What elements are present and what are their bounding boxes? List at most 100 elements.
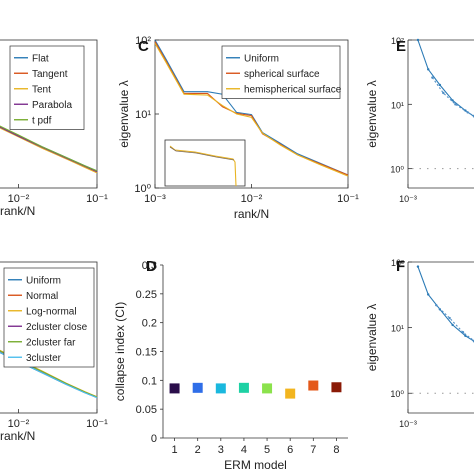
panel-d-xlabel: ERM model (224, 458, 287, 472)
panel-f-ytick-label-2: 10¹ (391, 324, 404, 334)
panel-b-xtick-label-1: 10⁻² (8, 418, 30, 430)
panel-c-series-3 (154, 43, 349, 177)
panel-d-ylabel: collapse index (CI) (113, 302, 127, 401)
panel-d-point-7 (308, 380, 319, 391)
panel-b-chart: 10⁻² 10⁻¹ rank/N Uniform Normal Log-normal 2cl… (0, 261, 108, 443)
panel-c-series-1 (154, 39, 349, 176)
panel-b-xtick-label-2: 10⁻¹ (86, 418, 108, 430)
panel-e-series-1-marker-4 (451, 99, 454, 102)
panel-b-legend-label-4: 2cluster close (26, 322, 88, 333)
panel-c-ytick-label-2: 10¹ (135, 109, 151, 121)
panel-e-series-1-marker-3 (438, 83, 442, 87)
panel-d-xtick-label-3: 3 (218, 444, 224, 456)
panel-d-point-1 (169, 383, 180, 394)
panel-letter-f: F (396, 258, 405, 275)
panel-e-chart: 10⁰ 10¹ 10² 10⁻³ eigenvalue λ (365, 36, 474, 204)
panel-a-legend-box (9, 45, 85, 130)
panel-c-xtick-label-2: 10⁻² (241, 193, 263, 205)
panel-c-xtick-label-1: 10⁻³ (144, 193, 166, 205)
panel-f-chart: 10⁰ 10¹ 10² 10⁻³ eigenvalue λ (365, 258, 474, 429)
panel-d-ytick-label-4: 0.15 (136, 347, 157, 359)
panel-d-point-4 (238, 382, 249, 393)
panel-b-legend-label-1: Uniform (26, 275, 61, 286)
panel-letter-d: D (146, 258, 157, 275)
panel-e-series-2-marker-4 (466, 111, 469, 114)
panel-f-series-1 (417, 266, 474, 342)
panel-f-series-2-marker-2 (448, 316, 451, 320)
panel-d-point-5 (262, 383, 273, 394)
panel-d-point-2 (192, 382, 203, 393)
panel-a-legend-label-5: t pdf (32, 115, 52, 126)
panel-e-series-1-marker-2 (427, 68, 430, 71)
panel-b-legend-label-6: 3cluster (26, 353, 62, 364)
panel-e-ytick-label-3: 10² (391, 36, 404, 46)
panel-e-series-1 (417, 39, 474, 117)
panel-c-ytick-label-3: 10² (135, 35, 151, 47)
panel-a-legend-label-2: Tangent (32, 69, 68, 80)
panel-letter-e: E (396, 38, 406, 55)
panel-e-ytick-label-2: 10¹ (391, 100, 404, 110)
panel-b-xlabel: rank/N (0, 429, 35, 443)
panel-c-xlabel: rank/N (234, 207, 269, 221)
panel-f-series-2-marker-3 (461, 331, 465, 334)
panel-b-series-5 (0, 350, 98, 398)
panel-f-series-1-marker-4 (451, 323, 454, 327)
panel-d-xtick-label-4: 4 (241, 444, 247, 456)
panel-a-series-3 (0, 127, 98, 174)
panel-f-ylabel: eigenvalue λ (365, 304, 379, 371)
panel-e-series-2-marker-1 (431, 76, 434, 79)
panel-c-legend-label-2: spherical surface (244, 69, 320, 80)
panel-c-legend-label-1: Uniform (244, 53, 279, 64)
panel-e-ylabel: eigenvalue λ (365, 80, 379, 147)
panel-a-legend-label-3: Tent (32, 84, 51, 95)
panel-b-legend-box (3, 267, 95, 368)
panel-d-xtick-label-5: 5 (264, 444, 270, 456)
panel-f-xtick-label-1: 10⁻³ (399, 419, 417, 429)
panel-a-chart: 10⁻² 10⁻¹ rank/N Flat Tangent Tent Parabola t p… (0, 39, 108, 218)
panel-c-xtick-label-3: 10⁻¹ (337, 193, 359, 205)
panel-c-chart: 10⁻³ 10⁻² 10⁻¹ 10⁰ 10¹ 10² rank/N eigenvalue λ U… (117, 35, 359, 221)
panel-letter-c: C (138, 38, 149, 55)
panel-b-legend-label-5: 2cluster far (26, 337, 76, 348)
panel-b-legend-label-2: Normal (26, 291, 58, 302)
panel-e-series-2-marker-3 (454, 103, 457, 106)
panel-a-xlabel: rank/N (0, 204, 35, 218)
panel-e-series-2-marker-2 (442, 91, 445, 95)
panel-d-ytick-label-7: 0.3 (142, 260, 157, 272)
panel-c-legend-box (221, 45, 341, 99)
panel-a-series-5 (0, 125, 98, 172)
panel-c-inset-frame (164, 139, 246, 187)
panel-d-point-8 (331, 382, 342, 393)
panel-d-ytick-label-5: 0.2 (142, 318, 157, 330)
panel-f-series-1-marker-2 (427, 293, 430, 296)
panel-a-xtick-label-2: 10⁻¹ (86, 193, 108, 205)
panel-c-legend-label-3: hemispherical surface (244, 84, 342, 95)
panel-d-ytick-label-3: 0.1 (142, 375, 157, 387)
panel-f-series-2 (435, 304, 474, 342)
panel-d-point-3 (215, 383, 226, 394)
panel-f-series-1-marker-5 (464, 334, 467, 338)
panel-d-ytick-label-2: 0.05 (136, 404, 157, 416)
panel-b-series-6 (0, 351, 98, 399)
panel-d-xtick-label-8: 8 (333, 444, 339, 456)
panel-e-series-1-marker-1 (416, 38, 420, 42)
panel-f-series-2-marker-1 (435, 303, 438, 307)
panel-a-legend-label-4: Parabola (32, 100, 72, 111)
panel-d-xtick-label-1: 1 (172, 444, 178, 456)
panel-f-series-1-marker-1 (416, 265, 420, 268)
panel-d-ytick-label-6: 0.25 (136, 289, 157, 301)
panel-c-inset-curve-dark (169, 146, 235, 161)
panel-b-legend-label-3: Log-normal (26, 306, 77, 317)
panel-d-point-6 (285, 388, 296, 399)
panel-e-series-2 (431, 77, 474, 117)
panel-f-ytick-label-3: 10² (391, 258, 404, 268)
panel-a-legend-label-1: Flat (32, 53, 49, 64)
panel-c-ylabel: eigenvalue λ (117, 80, 131, 147)
panel-d-xtick-label-7: 7 (310, 444, 316, 456)
panel-d-xtick-label-2: 2 (195, 444, 201, 456)
panel-d-chart: 0 0.05 0.1 0.15 0.2 0.25 0.3 1 2 3 4 5 6 7 8 ERM model c… (113, 260, 348, 472)
panel-a-xtick-label-1: 10⁻² (8, 193, 30, 205)
panel-d-ytick-label-1: 0 (151, 433, 157, 445)
panel-f-ytick-label-1: 10⁰ (390, 389, 404, 399)
